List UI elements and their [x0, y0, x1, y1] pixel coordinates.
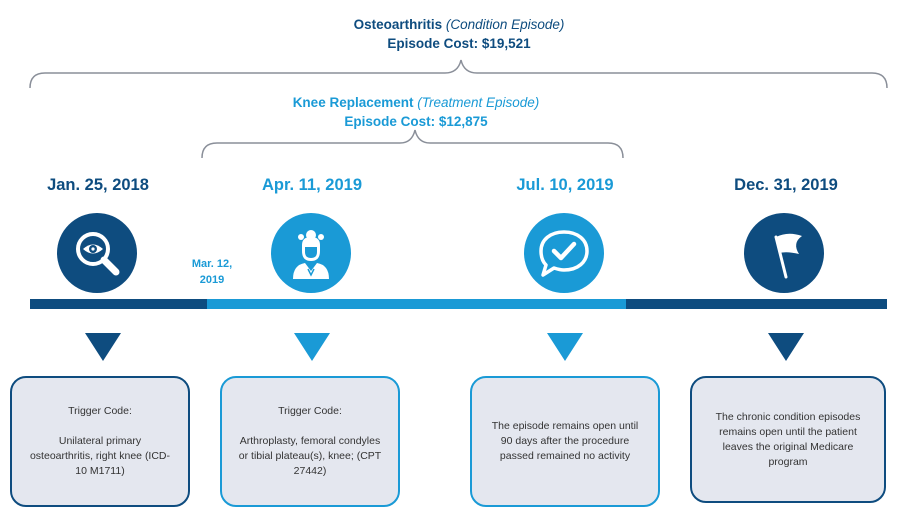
condition-episode-bracket — [29, 59, 888, 89]
event-4-pointer — [768, 333, 804, 361]
event-1-circle — [57, 213, 137, 293]
event-3-box: The episode remains open until 90 days a… — [470, 376, 660, 507]
condition-episode-header: Osteoarthritis (Condition Episode) Episo… — [259, 15, 659, 53]
treatment-episode-cost: Episode Cost: $12,875 — [344, 114, 488, 129]
condition-episode-name: Osteoarthritis — [353, 17, 443, 32]
patient-person-icon — [293, 230, 329, 279]
event-2-box: Trigger Code: Arthroplasty, femoral cond… — [220, 376, 400, 507]
treatment-episode-type: (Treatment Episode) — [417, 95, 540, 110]
event-1-pointer — [85, 333, 121, 361]
event-2-pointer — [294, 333, 330, 361]
treatment-episode-bracket — [201, 129, 624, 159]
event-2-circle — [271, 213, 351, 293]
event-1-box-title: Trigger Code: — [68, 405, 132, 417]
speech-bubble-check-icon — [539, 230, 589, 277]
event-2-box-title: Trigger Code: — [278, 405, 342, 417]
condition-episode-type: (Condition Episode) — [445, 17, 565, 32]
condition-episode-cost: Episode Cost: $19,521 — [387, 36, 531, 51]
event-date-1: Jan. 25, 2018 — [47, 176, 149, 194]
event-2-box-text: Arthroplasty, femoral condyles or tibial… — [238, 435, 382, 477]
magnifier-eye-icon — [76, 232, 120, 276]
event-date-3: Jul. 10, 2019 — [516, 176, 614, 194]
event-3-pointer — [547, 333, 583, 361]
event-date-2: Apr. 11, 2019 — [262, 176, 362, 194]
event-4-circle — [744, 213, 824, 293]
treatment-episode-name: Knee Replacement — [292, 95, 414, 110]
event-1-box: Trigger Code: Unilateral primary osteoar… — [10, 376, 190, 507]
event-date-4: Dec. 31, 2019 — [734, 176, 838, 194]
treatment-start-date: Mar. 12, 2019 — [191, 258, 233, 286]
event-4-box-text: The chronic condition episodes remains o… — [715, 410, 861, 468]
event-3-box-text: The episode remains open until 90 days a… — [491, 420, 639, 462]
treatment-episode-header: Knee Replacement (Treatment Episode) Epi… — [216, 93, 616, 131]
event-1-box-text: Unilateral primary osteoarthritis, right… — [29, 435, 171, 477]
event-4-box: The chronic condition episodes remains o… — [690, 376, 886, 503]
flag-icon — [774, 233, 802, 279]
event-3-circle — [524, 213, 604, 293]
treatment-timeline-bar — [207, 299, 626, 309]
